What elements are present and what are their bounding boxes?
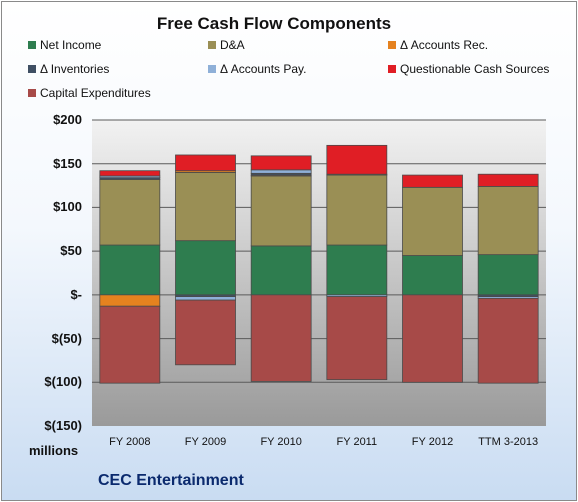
bar-segment — [326, 144, 388, 175]
legend-swatch — [208, 41, 216, 49]
y-tick-label: $(100) — [44, 374, 82, 390]
legend-swatch — [208, 65, 216, 73]
x-tick-label: FY 2010 — [260, 436, 302, 448]
bar-segment — [326, 174, 388, 246]
legend-swatch — [28, 41, 36, 49]
bar-segment — [477, 186, 539, 256]
y-tick-label: $- — [70, 286, 82, 302]
bar-segment — [326, 244, 388, 296]
x-tick-label: TTM 3-2013 — [478, 436, 539, 448]
bar-segment — [175, 172, 236, 242]
bar-segment — [402, 174, 463, 188]
bar-segment — [402, 186, 463, 256]
y-tick-label: $100 — [53, 199, 82, 215]
bar-segment — [402, 255, 463, 296]
legend-swatch — [28, 89, 36, 97]
bar-segment — [99, 179, 161, 246]
bars — [99, 144, 539, 384]
bar-segment — [99, 294, 161, 307]
bar-segment — [250, 175, 312, 247]
bar-segment — [250, 294, 312, 382]
legend-label: D&A — [220, 38, 245, 52]
y-tick-label: $150 — [53, 155, 82, 171]
bar-segment — [175, 240, 236, 296]
bar-segment — [99, 170, 161, 177]
bar-segment — [175, 299, 236, 366]
units-label: millions — [29, 443, 79, 458]
x-tick-label: FY 2008 — [109, 436, 151, 448]
x-tick-label: FY 2009 — [184, 436, 227, 448]
x-tick-label: FY 2012 — [411, 436, 454, 448]
bar-segment — [477, 173, 539, 187]
bar-segment — [477, 254, 539, 296]
legend-label: Δ Accounts Pay. — [220, 62, 307, 76]
bar-segment — [99, 244, 161, 296]
legend-label: Δ Inventories — [40, 62, 110, 76]
bar-segment — [250, 169, 312, 174]
company-label: CEC Entertainment — [98, 472, 244, 489]
legend-label: Questionable Cash Sources — [400, 62, 550, 76]
y-tick-label: $50 — [60, 243, 82, 259]
y-tick-label: $(150) — [44, 418, 82, 433]
legend-label: Δ Accounts Rec. — [400, 38, 489, 52]
plot-background — [92, 120, 546, 426]
bar-segment — [175, 296, 236, 301]
chart-title: Free Cash Flow Components — [156, 14, 392, 33]
y-tick-label: $200 — [53, 112, 82, 127]
x-tick-label: FY 2011 — [336, 436, 378, 448]
gridlines — [92, 119, 546, 383]
legend-swatch — [388, 65, 396, 73]
bar-segment — [175, 154, 236, 172]
bar-segment — [250, 245, 312, 296]
bar-segment — [326, 296, 388, 381]
bar-segment — [99, 305, 161, 384]
bar-segment — [250, 155, 312, 171]
bar-segment — [477, 297, 539, 384]
legend-label: Net Income — [40, 38, 102, 52]
y-tick-label: $(50) — [51, 330, 82, 346]
legend-label: Capital Expenditures — [40, 86, 151, 100]
bar-segment — [402, 294, 463, 383]
legend-swatch — [28, 65, 36, 73]
legend-swatch — [388, 41, 396, 49]
